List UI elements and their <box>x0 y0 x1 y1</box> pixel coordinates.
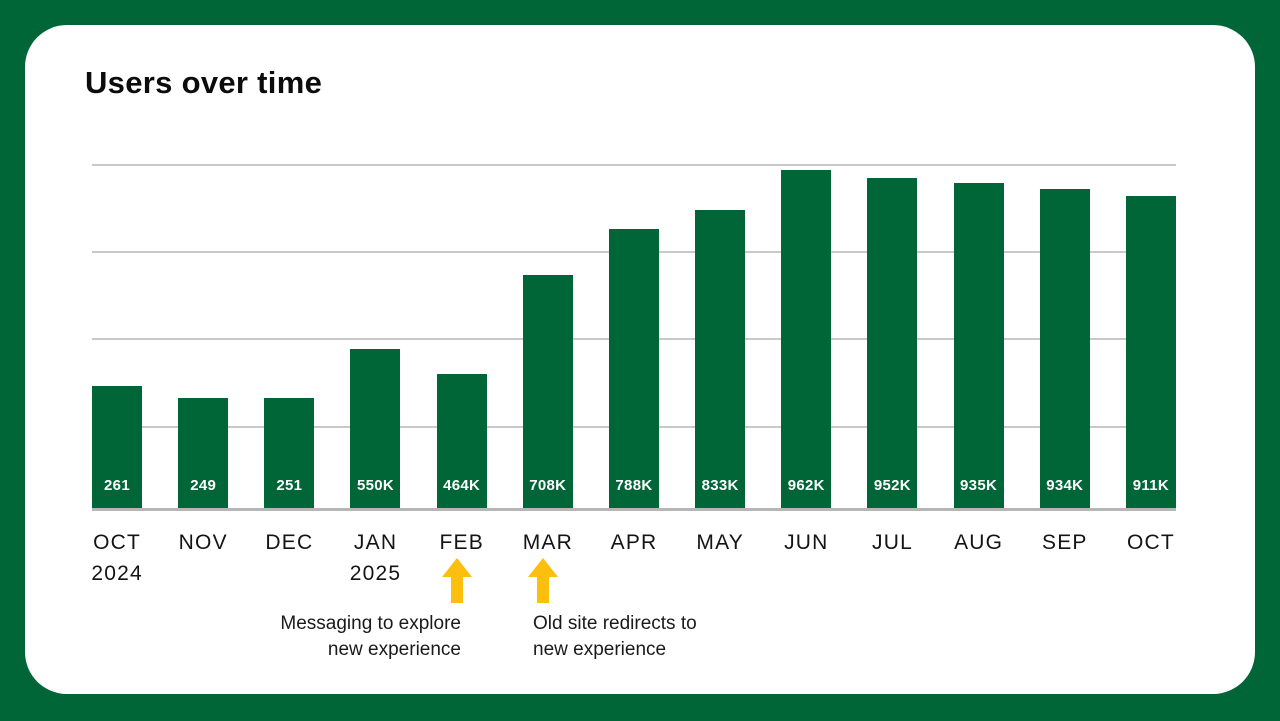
up-arrow-icon <box>527 558 558 603</box>
bar-value-label: 833K <box>701 477 739 494</box>
annotation-text-mar: Old site redirects to new experience <box>533 611 697 663</box>
bar: 251 <box>264 398 315 508</box>
bar-chart-plot-area: 261 249 251 550K 464K 708K 788K 833K 962K 952K 935… <box>92 164 1176 511</box>
bar-value-label: 251 <box>276 477 303 494</box>
month-label: APR <box>610 531 658 554</box>
bar-value-label: 935K <box>960 477 998 494</box>
x-axis-label: NOV <box>160 530 246 587</box>
year-label: 2025 <box>349 562 402 585</box>
x-axis-label: MAY <box>677 530 763 587</box>
x-axis-label: DEC <box>246 530 332 587</box>
month-label: AUG <box>954 531 1004 554</box>
bar: 962K <box>781 170 832 508</box>
x-axis-label: SEP <box>1022 530 1108 587</box>
bar: 550K <box>350 349 401 508</box>
annotation-line: new experience <box>533 639 667 660</box>
annotation-line: new experience <box>327 639 461 660</box>
month-label: JUN <box>784 531 829 554</box>
bar: 788K <box>608 229 659 508</box>
arrow-head <box>441 558 472 577</box>
bar-value-label: 952K <box>873 477 911 494</box>
chart-title: Users over time <box>85 65 323 100</box>
month-label: SEP <box>1041 531 1088 554</box>
bar: 952K <box>867 178 918 508</box>
x-axis-label: JUN <box>763 530 849 587</box>
annotation-line: Messaging to explore <box>280 613 461 634</box>
month-label: DEC <box>265 531 314 554</box>
month-label: NOV <box>178 531 228 554</box>
x-axis-label: JAN 2025 <box>332 530 418 587</box>
bar: 911K <box>1125 196 1176 508</box>
bar: 935K <box>953 183 1004 508</box>
x-axis-label: APR <box>591 530 677 587</box>
year-label: 2024 <box>91 562 143 585</box>
arrow-stem <box>536 577 549 603</box>
gridline <box>92 164 1176 166</box>
bar-value-label: 261 <box>104 477 130 494</box>
month-label: OCT <box>93 531 142 554</box>
bar: 934K <box>1039 189 1090 508</box>
x-axis-label: AUG <box>936 530 1022 587</box>
x-axis-label: OCT <box>1108 530 1194 587</box>
month-label: JUL <box>872 531 913 554</box>
bar-value-label: 550K <box>356 477 394 494</box>
bar-value-label: 911K <box>1132 477 1169 494</box>
annotation-text-feb: Messaging to explore new experience <box>280 611 461 663</box>
x-axis-label: OCT 2024 <box>74 530 160 587</box>
bar-value-label: 249 <box>190 477 217 494</box>
bar-value-label: 788K <box>615 477 653 494</box>
bar: 261 <box>92 386 142 508</box>
bar-value-label: 962K <box>787 477 825 494</box>
month-label: JAN <box>353 531 398 554</box>
bar: 249 <box>178 398 229 508</box>
bar: 464K <box>436 374 487 508</box>
x-axis-label: FEB <box>419 530 505 587</box>
x-axis-labels: OCT 2024 NOV DEC JAN 2025 FEB MAR APR MAY JUN JUL AU… <box>74 530 1194 587</box>
bar: 833K <box>695 210 746 508</box>
arrow-head <box>527 558 558 577</box>
up-arrow-icon <box>441 558 472 603</box>
bar: 708K <box>522 275 573 508</box>
month-label: OCT <box>1126 531 1175 554</box>
month-label: FEB <box>439 531 484 554</box>
month-label: MAY <box>696 531 744 554</box>
x-axis-label: MAR <box>505 530 591 587</box>
bar-value-label: 934K <box>1046 477 1084 494</box>
month-label: MAR <box>522 531 573 554</box>
arrow-stem <box>450 577 463 603</box>
x-axis-label: JUL <box>849 530 935 587</box>
chart-card: Users over time 261 249 251 550K 464K 708K 788… <box>25 25 1255 694</box>
bar-value-label: 464K <box>443 477 481 494</box>
bar-series: 261 249 251 550K 464K 708K 788K 833K 962K 952K 935… <box>92 164 1176 508</box>
bar-value-label: 708K <box>529 477 567 494</box>
annotation-line: Old site redirects to <box>533 613 697 634</box>
